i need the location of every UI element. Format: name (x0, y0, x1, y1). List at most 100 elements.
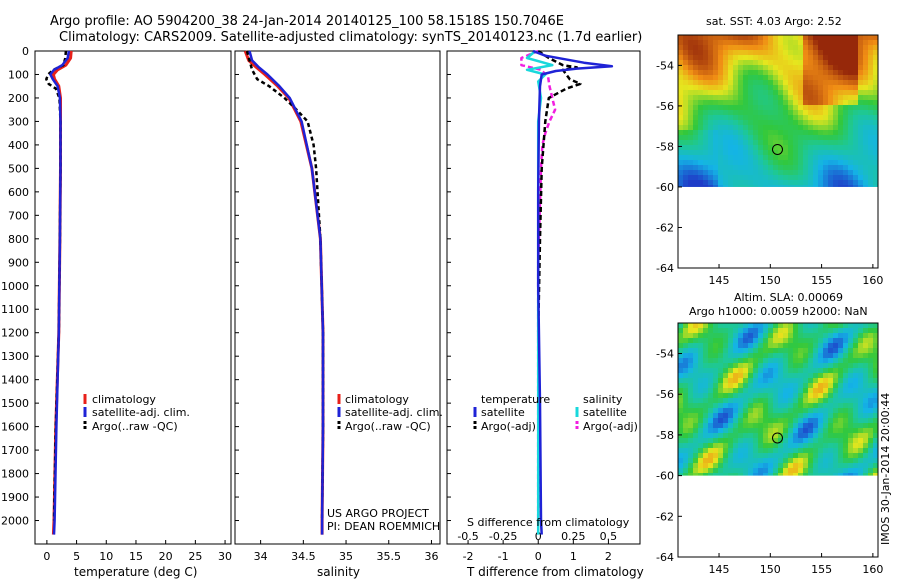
heatmap-cell (828, 433, 833, 438)
heatmap-cell (843, 428, 848, 433)
heatmap-cell (868, 95, 873, 100)
heatmap-cell (773, 398, 778, 403)
heatmap-cell (758, 453, 763, 458)
heatmap-cell (783, 70, 788, 75)
heatmap-cell (748, 135, 753, 140)
heatmap-cell (723, 353, 728, 358)
heatmap-cell (678, 428, 683, 433)
heatmap-cell (723, 458, 728, 463)
heatmap-cell (813, 95, 818, 100)
heatmap-cell (678, 160, 683, 165)
heatmap-cell (868, 65, 873, 70)
heatmap-cell (848, 120, 853, 125)
heatmap-cell (733, 140, 738, 145)
heatmap-cell (713, 463, 718, 468)
heatmap-cell (753, 140, 758, 145)
heatmap-cell (733, 418, 738, 423)
heatmap-cell (733, 458, 738, 463)
heatmap-cell (833, 130, 838, 135)
heatmap-cell (718, 95, 723, 100)
heatmap-cell (868, 75, 873, 80)
heatmap-cell (863, 150, 868, 155)
heatmap-cell (803, 170, 808, 175)
heatmap-cell (718, 353, 723, 358)
heatmap-cell (853, 35, 858, 40)
heatmap-cell (703, 403, 708, 408)
heatmap-cell (763, 145, 768, 150)
heatmap-cell (773, 110, 778, 115)
heatmap-cell (863, 373, 868, 378)
heatmap-cell (793, 160, 798, 165)
heatmap-cell (868, 45, 873, 50)
heatmap-cell (763, 423, 768, 428)
heatmap-cell (778, 95, 783, 100)
heatmap-cell (783, 160, 788, 165)
heatmap-cell (863, 65, 868, 70)
heatmap-cell (838, 95, 843, 100)
heatmap-cell (738, 413, 743, 418)
heatmap-cell (783, 343, 788, 348)
heatmap-cell (708, 418, 713, 423)
heatmap-cell (753, 40, 758, 45)
heatmap-cell (798, 135, 803, 140)
heatmap-cell (713, 55, 718, 60)
heatmap-cell (823, 85, 828, 90)
heatmap-cell (738, 95, 743, 100)
heatmap-cell (758, 323, 763, 328)
heatmap-cell (848, 85, 853, 90)
heatmap-cell (713, 413, 718, 418)
heatmap-cell (688, 468, 693, 473)
heatmap-cell (788, 338, 793, 343)
heatmap-cell (703, 50, 708, 55)
heatmap-cell (763, 140, 768, 145)
heatmap-cell (863, 100, 868, 105)
heatmap-cell (793, 393, 798, 398)
heatmap-cell (843, 155, 848, 160)
heatmap-cell (688, 185, 693, 187)
heatmap-cell (843, 448, 848, 453)
heatmap-cell (743, 135, 748, 140)
heatmap-cell (858, 448, 863, 453)
heatmap-cell (768, 70, 773, 75)
heatmap-cell (798, 418, 803, 423)
heatmap-cell (693, 140, 698, 145)
heatmap-cell (763, 175, 768, 180)
heatmap-cell (733, 150, 738, 155)
heatmap-cell (818, 383, 823, 388)
heatmap-cell (748, 145, 753, 150)
heatmap-cell (678, 473, 683, 476)
heatmap-cell (828, 473, 833, 476)
heatmap-cell (823, 110, 828, 115)
heatmap-cell (858, 393, 863, 398)
heatmap-cell (743, 348, 748, 353)
heatmap-cell (768, 40, 773, 45)
heatmap-cell (858, 105, 863, 110)
heatmap-cell (778, 373, 783, 378)
heatmap-cell (748, 75, 753, 80)
heatmap-cell (678, 90, 683, 95)
heatmap-cell (843, 120, 848, 125)
heatmap-cell (763, 120, 768, 125)
heatmap-cell (833, 353, 838, 358)
heatmap-cell (733, 40, 738, 45)
legend-label-climatology: climatology (92, 393, 156, 406)
heatmap-cell (868, 418, 873, 423)
heatmap-cell (683, 418, 688, 423)
heatmap-cell (683, 70, 688, 75)
heatmap-cell (683, 85, 688, 90)
heatmap-cell (808, 353, 813, 358)
heatmap-cell (758, 433, 763, 438)
heatmap-cell (778, 110, 783, 115)
heatmap-cell (728, 115, 733, 120)
heatmap-cell (863, 35, 868, 40)
heatmap-cell (818, 443, 823, 448)
heatmap-cell (788, 448, 793, 453)
heatmap-cell (738, 185, 743, 187)
heatmap-cell (723, 80, 728, 85)
heatmap-cell (843, 85, 848, 90)
pi-annotation: PI: DEAN ROEMMICH (327, 520, 440, 533)
heatmap-cell (703, 105, 708, 110)
heatmap-cell (858, 90, 863, 95)
heatmap-cell (783, 403, 788, 408)
heatmap-cell (798, 145, 803, 150)
